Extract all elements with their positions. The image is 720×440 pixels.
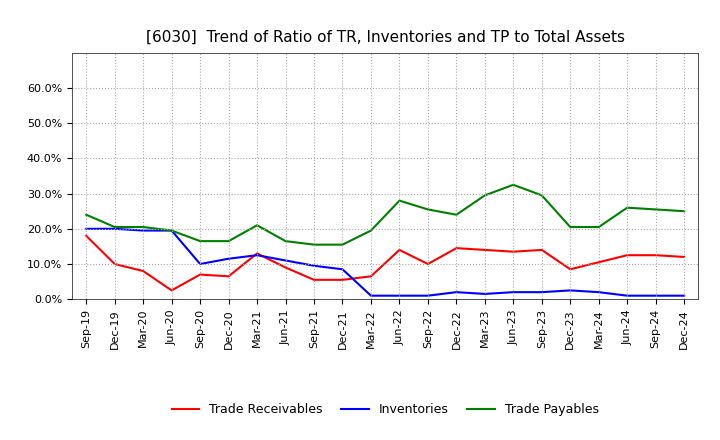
- Trade Receivables: [139, 268, 148, 274]
- Trade Payables: [566, 224, 575, 230]
- Trade Payables: [452, 212, 461, 217]
- Trade Receivables: [395, 247, 404, 253]
- Trade Payables: [310, 242, 318, 247]
- Inventories: [480, 291, 489, 297]
- Trade Receivables: [196, 272, 204, 277]
- Trade Receivables: [366, 274, 375, 279]
- Inventories: [423, 293, 432, 298]
- Inventories: [537, 290, 546, 295]
- Inventories: [595, 290, 603, 295]
- Inventories: [139, 228, 148, 233]
- Inventories: [509, 290, 518, 295]
- Inventories: [310, 263, 318, 268]
- Trade Payables: [196, 238, 204, 244]
- Inventories: [253, 253, 261, 258]
- Legend: Trade Receivables, Inventories, Trade Payables: Trade Receivables, Inventories, Trade Pa…: [166, 398, 604, 421]
- Inventories: [566, 288, 575, 293]
- Inventories: [366, 293, 375, 298]
- Inventories: [680, 293, 688, 298]
- Trade Payables: [423, 207, 432, 212]
- Trade Payables: [253, 223, 261, 228]
- Inventories: [623, 293, 631, 298]
- Trade Receivables: [623, 253, 631, 258]
- Inventories: [652, 293, 660, 298]
- Trade Payables: [225, 238, 233, 244]
- Trade Receivables: [509, 249, 518, 254]
- Line: Trade Receivables: Trade Receivables: [86, 236, 684, 290]
- Trade Payables: [110, 224, 119, 230]
- Inventories: [225, 256, 233, 261]
- Trade Payables: [139, 224, 148, 230]
- Inventories: [82, 226, 91, 231]
- Inventories: [167, 228, 176, 233]
- Trade Payables: [366, 228, 375, 233]
- Trade Payables: [167, 228, 176, 233]
- Trade Payables: [395, 198, 404, 203]
- Trade Payables: [537, 193, 546, 198]
- Trade Receivables: [167, 288, 176, 293]
- Trade Payables: [82, 212, 91, 217]
- Inventories: [452, 290, 461, 295]
- Inventories: [110, 226, 119, 231]
- Line: Trade Payables: Trade Payables: [86, 185, 684, 245]
- Title: [6030]  Trend of Ratio of TR, Inventories and TP to Total Assets: [6030] Trend of Ratio of TR, Inventories…: [145, 29, 625, 45]
- Trade Payables: [480, 193, 489, 198]
- Trade Receivables: [595, 260, 603, 265]
- Trade Payables: [509, 182, 518, 187]
- Inventories: [395, 293, 404, 298]
- Trade Receivables: [537, 247, 546, 253]
- Trade Receivables: [310, 277, 318, 282]
- Trade Payables: [282, 238, 290, 244]
- Trade Receivables: [110, 261, 119, 267]
- Trade Receivables: [452, 246, 461, 251]
- Trade Receivables: [338, 277, 347, 282]
- Inventories: [196, 261, 204, 267]
- Trade Receivables: [652, 253, 660, 258]
- Trade Payables: [338, 242, 347, 247]
- Trade Receivables: [566, 267, 575, 272]
- Trade Payables: [680, 209, 688, 214]
- Trade Payables: [652, 207, 660, 212]
- Trade Receivables: [282, 265, 290, 270]
- Trade Receivables: [680, 254, 688, 260]
- Inventories: [338, 267, 347, 272]
- Trade Receivables: [253, 251, 261, 256]
- Trade Receivables: [225, 274, 233, 279]
- Inventories: [282, 258, 290, 263]
- Trade Payables: [623, 205, 631, 210]
- Trade Receivables: [82, 233, 91, 238]
- Trade Receivables: [423, 261, 432, 267]
- Line: Inventories: Inventories: [86, 229, 684, 296]
- Trade Receivables: [480, 247, 489, 253]
- Trade Payables: [595, 224, 603, 230]
